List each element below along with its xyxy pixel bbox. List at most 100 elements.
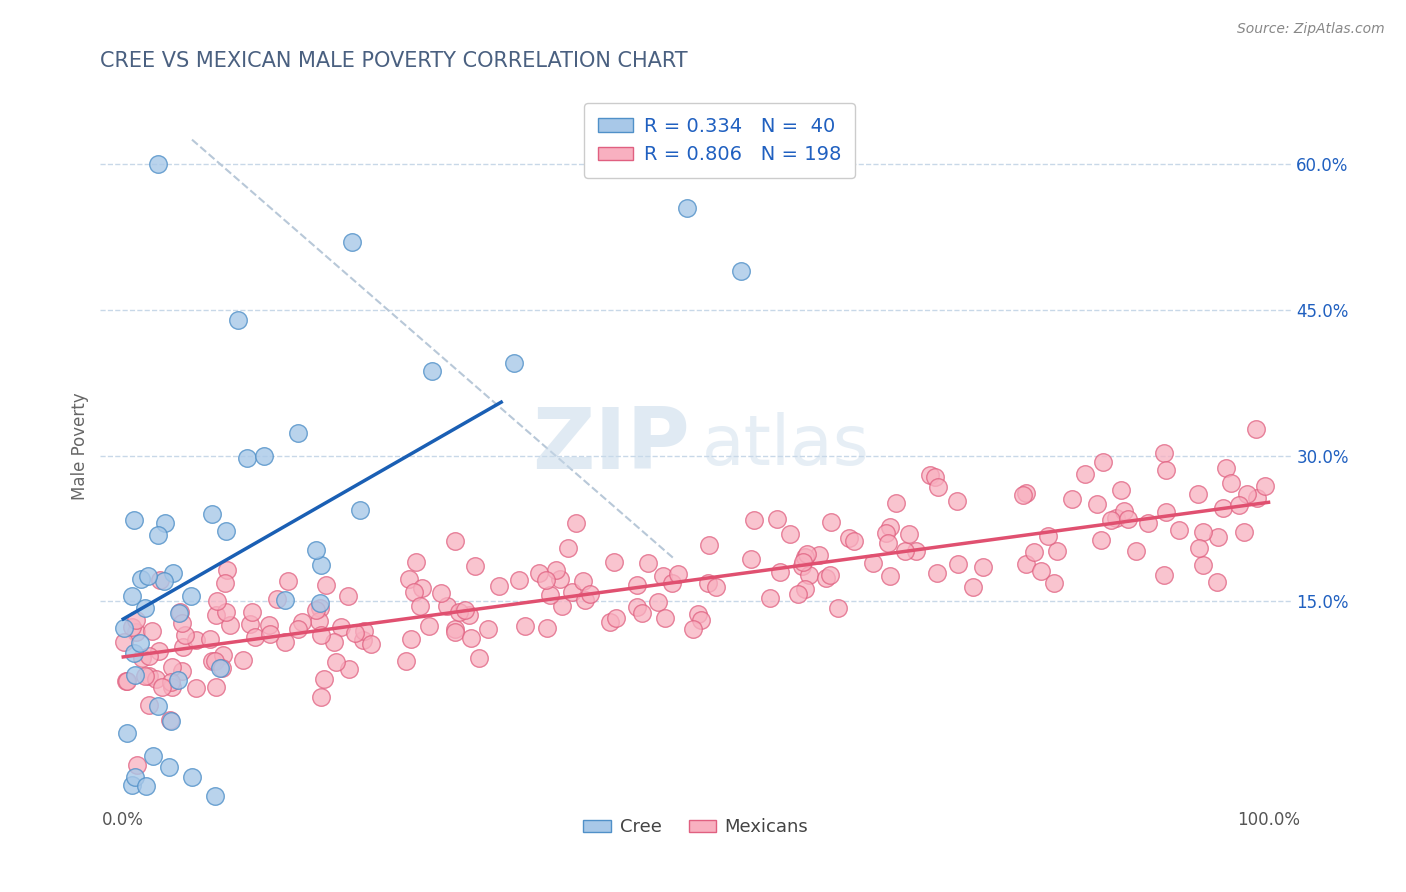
Point: [134, 600, 156, 615]
Point: [574, 592, 596, 607]
Point: [322, 634, 344, 648]
Point: [138, 648, 160, 663]
Point: [314, 672, 336, 686]
Point: [444, 622, 467, 636]
Point: [129, 572, 152, 586]
Point: [1043, 576, 1066, 591]
Point: [153, 574, 176, 588]
Point: [1029, 564, 1052, 578]
Point: [204, 654, 226, 668]
Point: [148, 643, 170, 657]
Point: [893, 543, 915, 558]
Text: ZIP: ZIP: [533, 404, 690, 487]
Point: [198, 632, 221, 646]
Point: [138, 669, 160, 683]
Point: [1236, 486, 1258, 500]
Point: [360, 637, 382, 651]
Point: [115, 726, 138, 740]
Point: [1227, 498, 1250, 512]
Point: [815, 571, 838, 585]
Point: [787, 587, 810, 601]
Point: [157, 760, 180, 774]
Point: [349, 503, 371, 517]
Point: [211, 661, 233, 675]
Point: [898, 527, 921, 541]
Point: [240, 605, 263, 619]
Point: [277, 574, 299, 588]
Point: [1137, 516, 1160, 531]
Point: [186, 632, 208, 647]
Point: [305, 543, 328, 558]
Point: [167, 607, 190, 621]
Point: [115, 674, 138, 689]
Point: [1099, 513, 1122, 527]
Point: [170, 615, 193, 630]
Point: [706, 580, 728, 594]
Point: [201, 508, 224, 522]
Point: [661, 576, 683, 591]
Point: [631, 606, 654, 620]
Point: [162, 566, 184, 581]
Point: [666, 567, 689, 582]
Point: [682, 622, 704, 636]
Point: [453, 603, 475, 617]
Point: [696, 576, 718, 591]
Point: [972, 559, 994, 574]
Point: [1015, 557, 1038, 571]
Point: [444, 533, 467, 548]
Point: [420, 364, 443, 378]
Point: [962, 580, 984, 594]
Point: [946, 493, 969, 508]
Point: [904, 543, 927, 558]
Point: [538, 589, 561, 603]
Point: [605, 611, 627, 625]
Point: [565, 516, 588, 530]
Point: [287, 426, 309, 441]
Point: [534, 573, 557, 587]
Point: [1090, 533, 1112, 548]
Point: [1085, 497, 1108, 511]
Point: [548, 573, 571, 587]
Point: [200, 654, 222, 668]
Point: [208, 661, 231, 675]
Point: [927, 480, 949, 494]
Point: [637, 556, 659, 570]
Point: [122, 513, 145, 527]
Point: [160, 660, 183, 674]
Point: [343, 626, 366, 640]
Point: [259, 627, 281, 641]
Point: [1062, 492, 1084, 507]
Point: [149, 573, 172, 587]
Point: [468, 650, 491, 665]
Point: [1187, 487, 1209, 501]
Point: [742, 513, 765, 527]
Point: [124, 668, 146, 682]
Point: [274, 592, 297, 607]
Point: [724, 142, 747, 156]
Point: [411, 581, 433, 595]
Y-axis label: Male Poverty: Male Poverty: [72, 392, 89, 500]
Point: [799, 568, 821, 582]
Point: [153, 516, 176, 530]
Point: [212, 648, 235, 662]
Point: [136, 569, 159, 583]
Point: [1015, 486, 1038, 500]
Point: [204, 789, 226, 803]
Point: [309, 690, 332, 704]
Point: [1109, 483, 1132, 497]
Point: [169, 605, 191, 619]
Point: [160, 714, 183, 728]
Point: [125, 613, 148, 627]
Point: [1153, 567, 1175, 582]
Point: [676, 201, 699, 215]
Point: [1046, 544, 1069, 558]
Point: [647, 595, 669, 609]
Point: [1105, 510, 1128, 524]
Point: [884, 496, 907, 510]
Point: [740, 551, 762, 566]
Point: [790, 558, 813, 573]
Point: [488, 579, 510, 593]
Point: [342, 235, 364, 249]
Point: [1112, 503, 1135, 517]
Point: [325, 655, 347, 669]
